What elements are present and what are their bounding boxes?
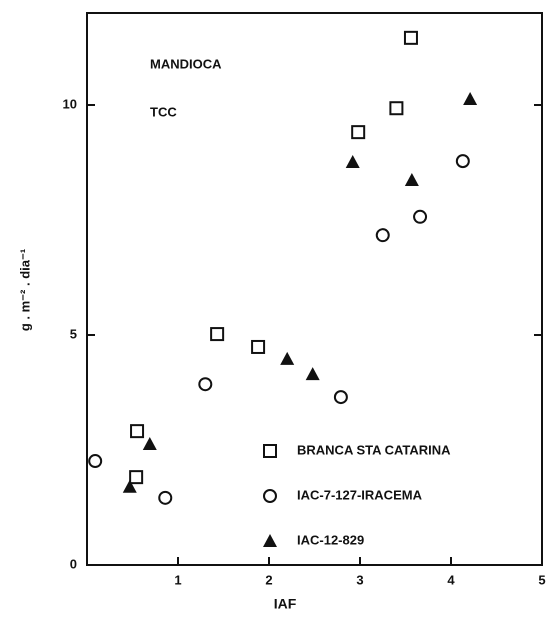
point <box>130 424 145 439</box>
plot-frame <box>86 12 543 566</box>
x-tick-label: 3 <box>356 572 363 587</box>
point <box>389 101 404 116</box>
y-axis-label: g . m⁻² . dia⁻¹ <box>17 249 32 331</box>
x-tick-label: 5 <box>538 572 545 587</box>
point <box>142 437 157 451</box>
legend-marker <box>263 444 277 458</box>
y-tick-label: 5 <box>70 326 77 341</box>
point <box>158 490 173 505</box>
x-tick-label: 1 <box>174 572 181 587</box>
point <box>413 209 428 224</box>
point <box>122 479 137 493</box>
point <box>463 92 478 106</box>
point <box>375 228 390 243</box>
point <box>198 377 213 392</box>
point <box>280 351 295 365</box>
x-tick-label: 2 <box>265 572 272 587</box>
point <box>333 390 348 405</box>
annotation: TCC <box>150 104 177 119</box>
point <box>305 367 320 381</box>
point <box>210 327 225 342</box>
legend-label: BRANCA STA CATARINA <box>297 442 451 457</box>
point <box>345 155 360 169</box>
point <box>351 125 366 140</box>
x-axis-label: IAF <box>274 596 297 612</box>
point <box>88 454 103 469</box>
legend-marker <box>263 534 277 547</box>
legend-label: IAC-12-829 <box>297 532 364 547</box>
y-tick-label: 0 <box>70 556 77 571</box>
point <box>455 154 470 169</box>
y-tick-label: 10 <box>63 96 77 111</box>
point <box>251 339 266 354</box>
annotation: MANDIOCA <box>150 56 222 71</box>
legend-marker <box>263 489 277 503</box>
point <box>129 470 144 485</box>
legend-label: IAC-7-127-IRACEMA <box>297 487 423 502</box>
point <box>404 172 419 186</box>
x-tick-label: 4 <box>447 572 455 587</box>
point <box>403 30 418 45</box>
